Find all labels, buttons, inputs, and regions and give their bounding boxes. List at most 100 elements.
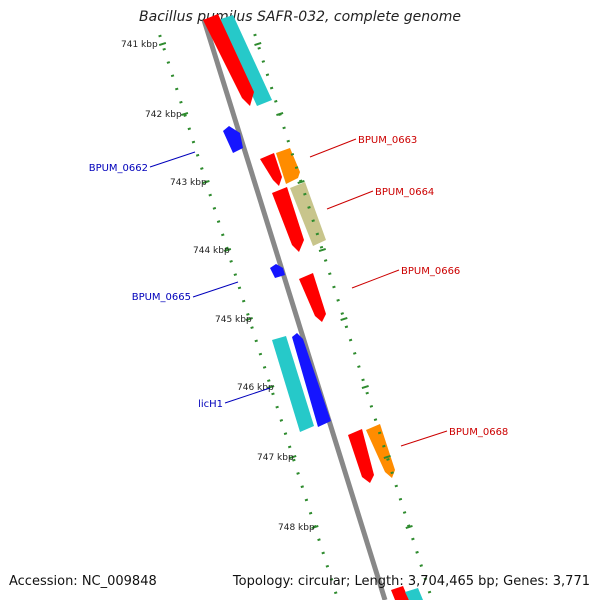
minor-tick	[229, 259, 233, 263]
minor-tick	[246, 312, 250, 316]
gene-arrow[interactable]	[292, 333, 331, 427]
kbp-label: 744 kbp	[193, 246, 230, 256]
minor-tick	[427, 590, 432, 594]
minor-tick	[390, 471, 394, 475]
major-tick	[245, 316, 253, 322]
minor-tick	[336, 298, 340, 302]
minor-tick	[283, 432, 288, 436]
kbp-scale: 741 kbp 742 kbp 743 kbp 744 kbp 745 kbp …	[121, 40, 315, 533]
minor-tick	[200, 167, 204, 170]
minor-tick	[195, 153, 200, 157]
minor-tick	[303, 192, 307, 196]
minor-tick	[183, 114, 187, 117]
gene-arrow[interactable]	[272, 336, 314, 432]
major-tick	[180, 111, 189, 117]
minor-tick	[377, 431, 382, 435]
minor-tick	[267, 379, 271, 383]
minor-tick	[307, 206, 311, 209]
minor-tick	[292, 458, 296, 462]
kbp-label: 745 kbp	[215, 315, 252, 325]
minor-tick	[237, 286, 242, 290]
minor-tick	[298, 179, 303, 183]
minor-tick	[411, 537, 415, 541]
gene-arrow[interactable]	[223, 126, 243, 153]
minor-tick	[415, 550, 419, 554]
minor-tick	[352, 351, 357, 355]
gene-label[interactable]: licH1	[198, 399, 223, 410]
gene-label[interactable]: BPUM_0663	[358, 135, 417, 146]
leader-line	[400, 430, 448, 447]
minor-tick	[311, 219, 315, 223]
gene-arrow[interactable]	[366, 424, 395, 478]
kbp-label: 747 kbp	[257, 453, 294, 463]
kbp-label: 748 kbp	[278, 523, 315, 533]
minor-tick	[373, 418, 378, 422]
minor-tick	[265, 73, 270, 77]
major-tick	[202, 179, 210, 185]
minor-tick	[369, 404, 374, 408]
major-tick	[311, 524, 319, 530]
gene-labels: BPUM_0663 BPUM_0664 BPUM_0666 BPUM_0668 …	[89, 135, 509, 438]
leader-line	[224, 387, 271, 404]
gene-label[interactable]: BPUM_0666	[401, 266, 460, 277]
minor-tick	[333, 591, 338, 595]
minor-tick	[258, 352, 263, 356]
major-tick	[318, 247, 326, 253]
minor-tick	[175, 87, 179, 91]
gene-label[interactable]: BPUM_0665	[132, 292, 191, 303]
minor-tick	[253, 33, 257, 37]
minor-tick	[166, 61, 171, 64]
major-tick	[297, 179, 305, 185]
minor-tick	[225, 246, 229, 250]
gene-arrow[interactable]	[391, 586, 409, 600]
minor-tick	[394, 484, 399, 488]
gene-label[interactable]: BPUM_0668	[449, 427, 508, 438]
minor-tick	[250, 326, 254, 330]
leader-line	[149, 151, 196, 168]
minor-tick	[221, 233, 225, 237]
gene-arrow[interactable]	[405, 588, 423, 600]
gene-arrow[interactable]	[272, 187, 304, 252]
major-tick	[289, 454, 297, 460]
minor-tick	[233, 273, 238, 277]
major-tick	[158, 41, 167, 47]
gene-label[interactable]: BPUM_0664	[375, 187, 434, 198]
minor-tick	[329, 578, 334, 581]
minor-tick	[308, 511, 313, 515]
minor-tick	[294, 166, 299, 170]
kbp-label: 742 kbp	[145, 110, 182, 120]
minor-tick	[269, 86, 274, 90]
gene-arrow[interactable]	[218, 15, 272, 106]
minor-tick	[158, 34, 162, 38]
accession-text: Accession: NC_009848	[9, 574, 157, 589]
kbp-label: 743 kbp	[170, 178, 207, 188]
gene-arrow[interactable]	[270, 264, 285, 278]
gene-arrow[interactable]	[203, 14, 254, 106]
minor-tick	[191, 140, 196, 144]
minor-tick	[344, 325, 349, 329]
minor-tick	[332, 285, 336, 289]
minor-tick	[212, 206, 217, 210]
minor-tick	[275, 405, 279, 409]
minor-tick	[274, 99, 278, 103]
minor-tick	[407, 524, 411, 528]
gene-arrow[interactable]	[348, 429, 374, 483]
minor-tick	[357, 365, 361, 369]
minor-tick	[315, 232, 320, 236]
gene-arrow[interactable]	[260, 153, 282, 186]
gene-arrow[interactable]	[299, 273, 326, 322]
minor-tick	[254, 339, 258, 343]
gene-arrow[interactable]	[290, 182, 326, 246]
major-tick	[254, 41, 262, 47]
minor-tick	[328, 272, 332, 276]
minor-tick	[290, 152, 295, 156]
minor-tick	[321, 551, 325, 555]
major-tick	[276, 111, 284, 117]
gene-label[interactable]: BPUM_0662	[89, 163, 148, 174]
minor-tick	[348, 338, 353, 342]
minor-tick	[296, 472, 300, 475]
minor-tick	[286, 139, 290, 143]
minor-tick	[365, 391, 369, 395]
gene-arrow[interactable]	[276, 148, 300, 184]
